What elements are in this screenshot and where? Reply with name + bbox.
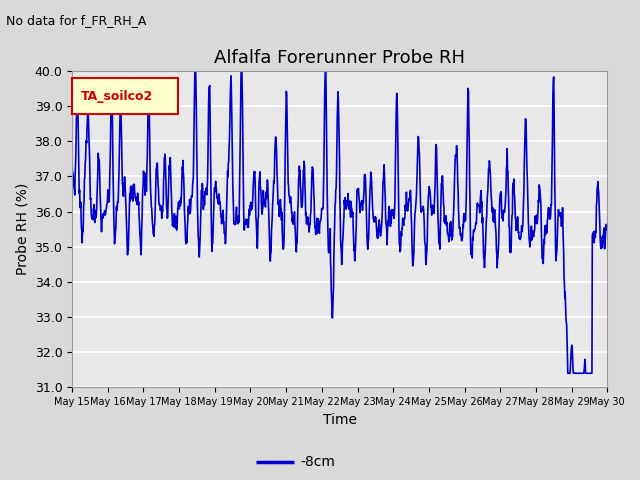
Title: Alfalfa Forerunner Probe RH: Alfalfa Forerunner Probe RH — [214, 48, 465, 67]
Y-axis label: Probe RH (%): Probe RH (%) — [15, 183, 29, 275]
Text: No data for f_FR_RH_A: No data for f_FR_RH_A — [6, 14, 147, 27]
X-axis label: Time: Time — [323, 413, 356, 427]
Text: TA_soilco2: TA_soilco2 — [81, 90, 153, 103]
Text: -8cm: -8cm — [301, 455, 335, 469]
